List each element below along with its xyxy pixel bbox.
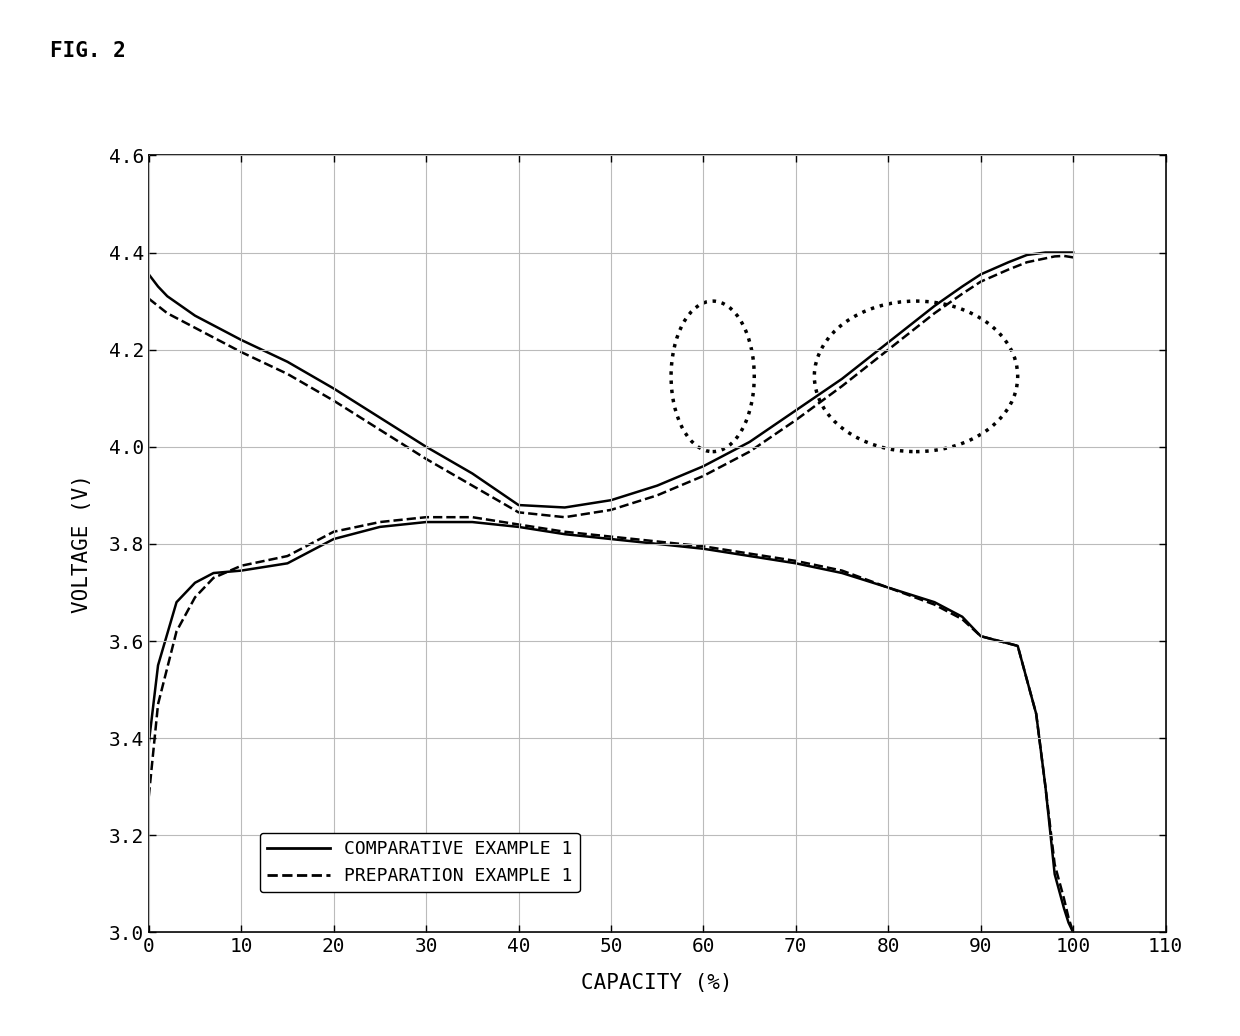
COMPARATIVE EXAMPLE 1 — [419, 516, 434, 528]
PREPARATION EXAMPLE 1 — [1065, 926, 1080, 939]
COMPARATIVE EXAMPLE 1 — [789, 557, 804, 570]
PREPARATION EXAMPLE 1 — [511, 518, 526, 530]
COMPARATIVE EXAMPLE 1 — [280, 557, 295, 570]
Line: COMPARATIVE EXAMPLE 1: COMPARATIVE EXAMPLE 1 — [149, 522, 1073, 932]
COMPARATIVE EXAMPLE 1 — [650, 538, 665, 550]
COMPARATIVE EXAMPLE 1 — [696, 543, 711, 555]
PREPARATION EXAMPLE 1 — [280, 550, 295, 563]
PREPARATION EXAMPLE 1 — [206, 572, 221, 584]
COMPARATIVE EXAMPLE 1 — [955, 610, 970, 623]
COMPARATIVE EXAMPLE 1 — [1011, 639, 1025, 652]
Text: FIG. 2: FIG. 2 — [50, 41, 125, 61]
PREPARATION EXAMPLE 1 — [835, 565, 849, 577]
COMPARATIVE EXAMPLE 1 — [835, 567, 849, 579]
COMPARATIVE EXAMPLE 1 — [150, 659, 165, 671]
COMPARATIVE EXAMPLE 1 — [880, 581, 895, 594]
PREPARATION EXAMPLE 1 — [372, 516, 387, 528]
COMPARATIVE EXAMPLE 1 — [992, 635, 1007, 648]
PREPARATION EXAMPLE 1 — [880, 581, 895, 594]
COMPARATIVE EXAMPLE 1 — [1048, 868, 1063, 881]
PREPARATION EXAMPLE 1 — [141, 790, 156, 803]
Y-axis label: VOLTAGE (V): VOLTAGE (V) — [72, 474, 92, 613]
COMPARATIVE EXAMPLE 1 — [1029, 708, 1044, 720]
COMPARATIVE EXAMPLE 1 — [1065, 926, 1080, 939]
PREPARATION EXAMPLE 1 — [1056, 892, 1071, 904]
PREPARATION EXAMPLE 1 — [1061, 912, 1076, 924]
PREPARATION EXAMPLE 1 — [1029, 708, 1044, 720]
PREPARATION EXAMPLE 1 — [1011, 639, 1025, 652]
COMPARATIVE EXAMPLE 1 — [604, 533, 619, 545]
PREPARATION EXAMPLE 1 — [992, 635, 1007, 648]
COMPARATIVE EXAMPLE 1 — [511, 521, 526, 534]
COMPARATIVE EXAMPLE 1 — [1056, 902, 1071, 915]
PREPARATION EXAMPLE 1 — [743, 547, 758, 559]
PREPARATION EXAMPLE 1 — [419, 511, 434, 523]
PREPARATION EXAMPLE 1 — [557, 525, 572, 538]
PREPARATION EXAMPLE 1 — [604, 530, 619, 543]
COMPARATIVE EXAMPLE 1 — [743, 550, 758, 563]
PREPARATION EXAMPLE 1 — [169, 625, 184, 637]
PREPARATION EXAMPLE 1 — [973, 630, 988, 642]
PREPARATION EXAMPLE 1 — [1048, 858, 1063, 870]
PREPARATION EXAMPLE 1 — [326, 525, 341, 538]
COMPARATIVE EXAMPLE 1 — [1038, 780, 1053, 793]
COMPARATIVE EXAMPLE 1 — [465, 516, 480, 528]
COMPARATIVE EXAMPLE 1 — [206, 567, 221, 579]
X-axis label: CAPACITY (%): CAPACITY (%) — [582, 973, 733, 992]
PREPARATION EXAMPLE 1 — [650, 536, 665, 548]
PREPARATION EXAMPLE 1 — [955, 613, 970, 626]
COMPARATIVE EXAMPLE 1 — [234, 565, 249, 577]
COMPARATIVE EXAMPLE 1 — [557, 528, 572, 541]
PREPARATION EXAMPLE 1 — [150, 698, 165, 711]
PREPARATION EXAMPLE 1 — [928, 599, 942, 611]
Legend: COMPARATIVE EXAMPLE 1, PREPARATION EXAMPLE 1: COMPARATIVE EXAMPLE 1, PREPARATION EXAMP… — [259, 833, 580, 892]
PREPARATION EXAMPLE 1 — [465, 511, 480, 523]
Line: PREPARATION EXAMPLE 1: PREPARATION EXAMPLE 1 — [149, 517, 1073, 932]
COMPARATIVE EXAMPLE 1 — [1061, 917, 1076, 929]
PREPARATION EXAMPLE 1 — [234, 559, 249, 572]
COMPARATIVE EXAMPLE 1 — [187, 576, 202, 588]
COMPARATIVE EXAMPLE 1 — [372, 521, 387, 534]
PREPARATION EXAMPLE 1 — [187, 592, 202, 604]
PREPARATION EXAMPLE 1 — [789, 554, 804, 567]
COMPARATIVE EXAMPLE 1 — [169, 596, 184, 608]
COMPARATIVE EXAMPLE 1 — [141, 737, 156, 749]
COMPARATIVE EXAMPLE 1 — [928, 596, 942, 608]
PREPARATION EXAMPLE 1 — [1038, 780, 1053, 793]
COMPARATIVE EXAMPLE 1 — [326, 533, 341, 545]
COMPARATIVE EXAMPLE 1 — [973, 630, 988, 642]
PREPARATION EXAMPLE 1 — [696, 540, 711, 552]
